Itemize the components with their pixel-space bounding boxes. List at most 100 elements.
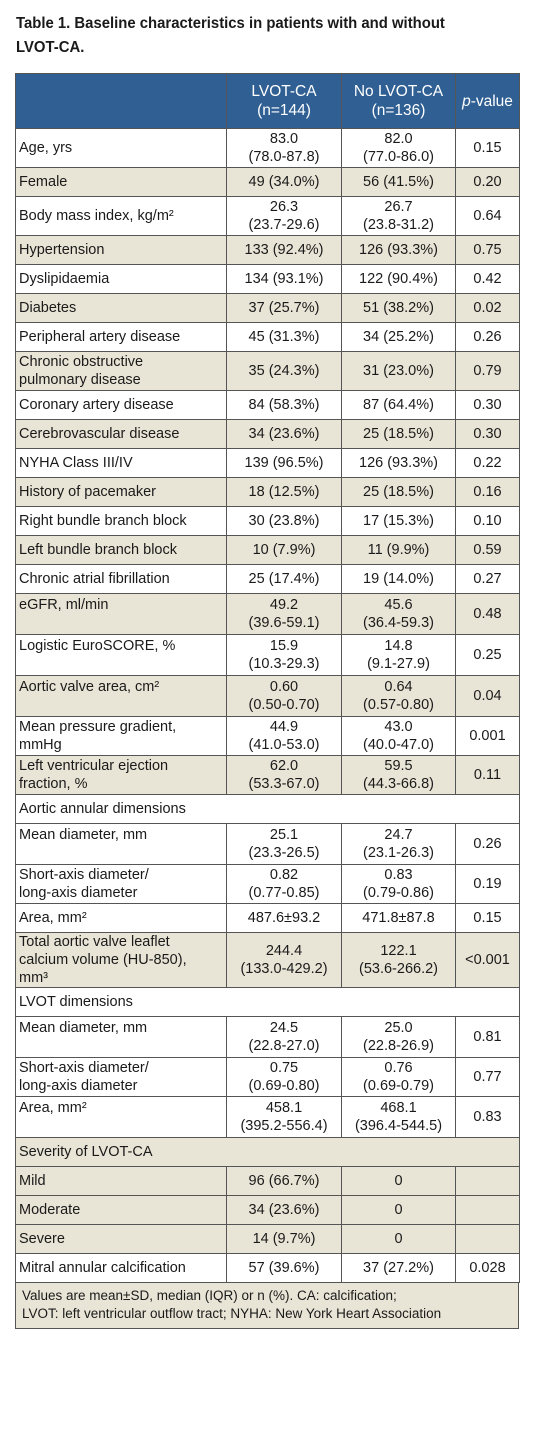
lvot-ca-value: 139 (96.5%) [226, 448, 342, 478]
section-label: LVOT dimensions [15, 987, 520, 1017]
table-row: Right bundle branch block 30 (23.8%) 17 … [15, 506, 520, 536]
row-label: History of pacemaker [15, 477, 227, 507]
lvot-ca-value: 0.82 (0.77-0.85) [226, 864, 342, 904]
row-label: Short-axis diameter/long-axis diameter [15, 1057, 227, 1097]
row-label: Age, yrs [15, 128, 227, 168]
section-row: Aortic annular dimensions [15, 794, 520, 824]
p-value: 0.04 [455, 675, 520, 717]
row-label: Dyslipidaemia [15, 264, 227, 294]
row-label: Moderate [15, 1195, 227, 1225]
p-value: 0.25 [455, 634, 520, 676]
table-row: eGFR, ml/min 49.2 (39.6-59.1) 45.6 (36.4-5… [15, 593, 520, 635]
row-label: Chronic atrial fibrillation [15, 564, 227, 594]
no-lvot-ca-value: 126 (93.3%) [341, 448, 456, 478]
p-value: 0.15 [455, 903, 520, 933]
row-label: Cerebrovascular disease [15, 419, 227, 449]
header-p-value: p-value [455, 73, 520, 129]
lvot-ca-value: 34 (23.6%) [226, 1195, 342, 1225]
p-value [455, 1166, 520, 1196]
row-label: Logistic EuroSCORE, % [15, 634, 227, 676]
p-value: 0.27 [455, 564, 520, 594]
no-lvot-ca-value: 126 (93.3%) [341, 235, 456, 265]
p-value [455, 1224, 520, 1254]
no-lvot-ca-value: 87 (64.4%) [341, 390, 456, 420]
header-no-lvot-ca-n: (n=136) [371, 102, 426, 119]
p-value: 0.64 [455, 196, 520, 236]
header-no-lvot-ca: No LVOT-CA (n=136) [341, 73, 456, 129]
row-label: Mean pressure gradient, mmHg [15, 716, 227, 756]
lvot-ca-value: 62.0 (53.3-67.0) [226, 755, 342, 795]
no-lvot-ca-value: 0.76 (0.69-0.79) [341, 1057, 456, 1097]
section-row: Severity of LVOT-CA [15, 1137, 520, 1167]
row-label: Short-axis diameter/long-axis diameter [15, 864, 227, 904]
no-lvot-ca-value: 0 [341, 1224, 456, 1254]
lvot-ca-value: 458.1 (395.2-556.4) [226, 1096, 342, 1138]
lvot-ca-value: 133 (92.4%) [226, 235, 342, 265]
no-lvot-ca-value: 471.8±87.8 [341, 903, 456, 933]
table-footnote: Values are mean±SD, median (IQR) or n (%… [15, 1283, 519, 1329]
header-lvot-ca-label: LVOT-CA [251, 83, 317, 100]
table-row: NYHA Class III/IV 139 (96.5%) 126 (93.3%… [15, 448, 520, 478]
header-lvot-ca: LVOT-CA (n=144) [226, 73, 342, 129]
lvot-ca-value: 25.1 (23.3-26.5) [226, 823, 342, 865]
lvot-ca-value: 15.9 (10.3-29.3) [226, 634, 342, 676]
p-value: 0.02 [455, 293, 520, 323]
table-row: Area, mm² 458.1 (395.2-556.4) 468.1 (396.4… [15, 1096, 520, 1138]
table-row: Coronary artery disease 84 (58.3%) 87 (6… [15, 390, 520, 420]
table-row: Chronic atrial fibrillation 25 (17.4%) 1… [15, 564, 520, 594]
row-label: Left ventricular ejection fraction, % [15, 755, 227, 795]
row-label: Aortic valve area, cm² [15, 675, 227, 717]
lvot-ca-value: 49.2 (39.6-59.1) [226, 593, 342, 635]
no-lvot-ca-value: 45.6 (36.4-59.3) [341, 593, 456, 635]
lvot-ca-value: 84 (58.3%) [226, 390, 342, 420]
section-row: LVOT dimensions [15, 987, 520, 1017]
lvot-ca-value: 37 (25.7%) [226, 293, 342, 323]
lvot-ca-value: 24.5 (22.8-27.0) [226, 1016, 342, 1058]
table-row: Aortic valve area, cm² 0.60 (0.50-0.70) 0… [15, 675, 520, 717]
table-row: Mild 96 (66.7%) 0 [15, 1166, 520, 1196]
row-label: Coronary artery disease [15, 390, 227, 420]
no-lvot-ca-value: 51 (38.2%) [341, 293, 456, 323]
lvot-ca-value: 14 (9.7%) [226, 1224, 342, 1254]
row-label: Peripheral artery disease [15, 322, 227, 352]
p-value: 0.22 [455, 448, 520, 478]
table-row: Mean diameter, mm 24.5 (22.8-27.0) 25.0 (2… [15, 1016, 520, 1058]
row-label: Total aortic valve leaflet calcium volume… [15, 932, 227, 988]
no-lvot-ca-value: 25 (18.5%) [341, 477, 456, 507]
table-row: Logistic EuroSCORE, % 15.9 (10.3-29.3) 14… [15, 634, 520, 676]
no-lvot-ca-value: 17 (15.3%) [341, 506, 456, 536]
p-value: 0.19 [455, 864, 520, 904]
table-header-row: LVOT-CA (n=144) No LVOT-CA (n=136) p-value [15, 73, 520, 129]
table-row: Dyslipidaemia 134 (93.1%) 122 (90.4%) 0.… [15, 264, 520, 294]
p-value: 0.77 [455, 1057, 520, 1097]
lvot-ca-value: 18 (12.5%) [226, 477, 342, 507]
row-label: NYHA Class III/IV [15, 448, 227, 478]
no-lvot-ca-value: 37 (27.2%) [341, 1253, 456, 1283]
lvot-ca-value: 487.6±93.2 [226, 903, 342, 933]
row-label: Left bundle branch block [15, 535, 227, 565]
lvot-ca-value: 57 (39.6%) [226, 1253, 342, 1283]
p-value: 0.001 [455, 716, 520, 756]
lvot-ca-value: 44.9 (41.0-53.0) [226, 716, 342, 756]
row-label: Severe [15, 1224, 227, 1254]
lvot-ca-value: 0.75 (0.69-0.80) [226, 1057, 342, 1097]
p-value: 0.028 [455, 1253, 520, 1283]
row-label: Chronic obstructive pulmonary disease [15, 351, 227, 391]
no-lvot-ca-value: 0.64 (0.57-0.80) [341, 675, 456, 717]
row-label: Right bundle branch block [15, 506, 227, 536]
lvot-ca-value: 35 (24.3%) [226, 351, 342, 391]
row-label: Mean diameter, mm [15, 1016, 227, 1058]
no-lvot-ca-value: 59.5 (44.3-66.8) [341, 755, 456, 795]
table-row: Left ventricular ejection fraction, % 62.… [15, 755, 520, 795]
table-row: Short-axis diameter/long-axis diameter 0… [15, 864, 520, 904]
p-value: 0.42 [455, 264, 520, 294]
row-label: Body mass index, kg/m² [15, 196, 227, 236]
p-value: 0.30 [455, 419, 520, 449]
header-lvot-ca-n: (n=144) [257, 102, 311, 119]
lvot-ca-value: 0.60 (0.50-0.70) [226, 675, 342, 717]
table-row: History of pacemaker 18 (12.5%) 25 (18.5… [15, 477, 520, 507]
table-row: Mean diameter, mm 25.1 (23.3-26.5) 24.7 (2… [15, 823, 520, 865]
no-lvot-ca-value: 0.83 (0.79-0.86) [341, 864, 456, 904]
table-row: Total aortic valve leaflet calcium volume… [15, 932, 520, 988]
no-lvot-ca-value: 122 (90.4%) [341, 264, 456, 294]
